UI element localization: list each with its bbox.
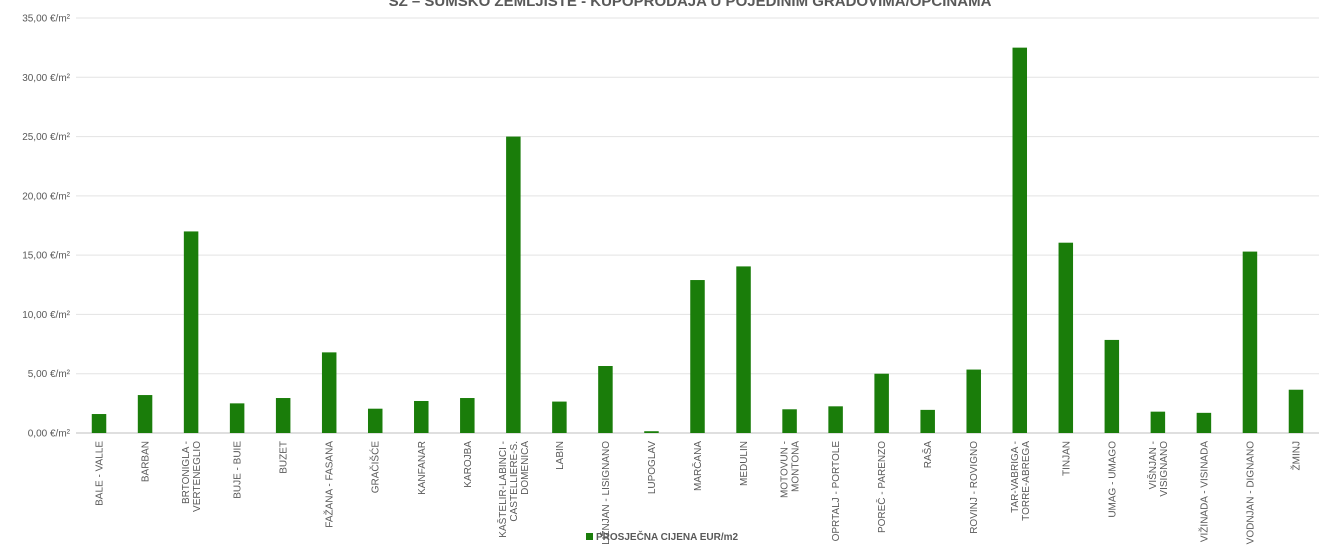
y-tick-label: 0,00 €/m² (28, 429, 71, 440)
y-axis-ticks: 0,00 €/m² 5,00 €/m² 10,00 €/m² 15,00 €/m² 20… (22, 14, 70, 440)
x-tick-label: BALE - VALLE (95, 441, 106, 506)
bar (506, 136, 521, 434)
bar (644, 431, 659, 433)
x-tick-label: FAŽANA - FASANA (323, 441, 336, 528)
legend-label: PROSJEČNA CIJENA EUR/m2 (596, 530, 739, 543)
bar (1104, 339, 1120, 433)
x-tick-label: KANFANAR (417, 441, 428, 495)
y-tick-label: 10,00 €/m² (22, 310, 70, 321)
y-tick-label: 15,00 €/m² (22, 251, 70, 262)
bar (1288, 389, 1304, 433)
bar (966, 369, 981, 433)
bar (1012, 47, 1028, 434)
x-tick-label: RAŠA (921, 441, 934, 469)
x-tick-label: POREČ - PARENZO (875, 441, 888, 533)
x-tick-label: ŽMINJ (1289, 441, 1302, 470)
y-tick-label: 35,00 €/m² (22, 14, 70, 25)
bar (183, 231, 199, 433)
x-axis-ticks: BALE - VALLE BARBAN BRTONIGLA -VERTENEGLIO… (95, 441, 1303, 545)
x-tick-label: BARBAN (141, 441, 152, 482)
x-tick-label: KAŠTELIR-LABINCI -CASTELLIERE-S.DOMENICA (496, 441, 531, 538)
bar (782, 409, 797, 433)
bar (460, 398, 475, 433)
bar (1058, 242, 1074, 433)
x-tick-label: VODNJAN - DIGNANO (1245, 441, 1256, 545)
x-tick-label: MOTOVUN -MONTONA (780, 441, 802, 498)
bar (552, 401, 567, 433)
y-tick-label: 5,00 €/m² (28, 369, 71, 380)
x-tick-label: VIŽINADA - VISINADA (1197, 441, 1210, 542)
bar (920, 409, 935, 433)
x-tick-label: ROVINJ - ROVIGNO (969, 441, 980, 534)
bar (91, 414, 107, 433)
x-tick-label: OPRTALJ - PORTOLE (831, 441, 842, 542)
legend-swatch (586, 533, 593, 540)
bar (736, 266, 751, 433)
x-tick-label: MEDULIN (739, 441, 750, 486)
bar (828, 406, 843, 433)
bar (1150, 411, 1166, 433)
y-tick-label: 30,00 €/m² (22, 73, 70, 84)
x-tick-label: LUPOGLAV (647, 441, 658, 494)
y-tick-label: 20,00 €/m² (22, 191, 70, 202)
x-tick-label: BUJE - BUIE (233, 441, 244, 499)
bar (1196, 412, 1212, 433)
bar (321, 352, 337, 433)
bar (690, 280, 705, 433)
bar (1242, 251, 1258, 433)
y-tick-label: 25,00 €/m² (22, 132, 70, 143)
x-tick-label: LABIN (555, 441, 566, 470)
bar (367, 408, 383, 433)
bar (229, 403, 245, 433)
x-tick-label: UMAG - UMAGO (1107, 441, 1118, 518)
x-tick-label: TAR-VABRIGA -TORRE-ABREGA (1010, 441, 1032, 521)
bar (137, 395, 153, 433)
x-tick-label: KAROJBA (463, 441, 474, 488)
bar (414, 400, 429, 433)
bar (874, 373, 889, 433)
x-tick-label: BUZET (279, 441, 290, 474)
legend: PROSJEČNA CIJENA EUR/m2 (586, 530, 739, 543)
x-tick-label: LIŽNJAN - LISIGNANO (599, 441, 612, 545)
x-tick-label: MARČANA (691, 441, 704, 491)
bar (275, 398, 291, 433)
x-tick-label: TINJAN (1061, 441, 1072, 476)
x-tick-label: BRTONIGLA -VERTENEGLIO (181, 441, 203, 512)
bar (598, 366, 613, 433)
chart-title: SZ – ŠUMSKO ZEMLJIŠTE - KUPOPRODAJA U PO… (389, 0, 992, 10)
x-tick-label: VIŠNJAN -VISIGNANO (1146, 441, 1170, 497)
x-tick-label: GRAČIŠĆE (369, 441, 382, 494)
bars (91, 47, 1304, 434)
